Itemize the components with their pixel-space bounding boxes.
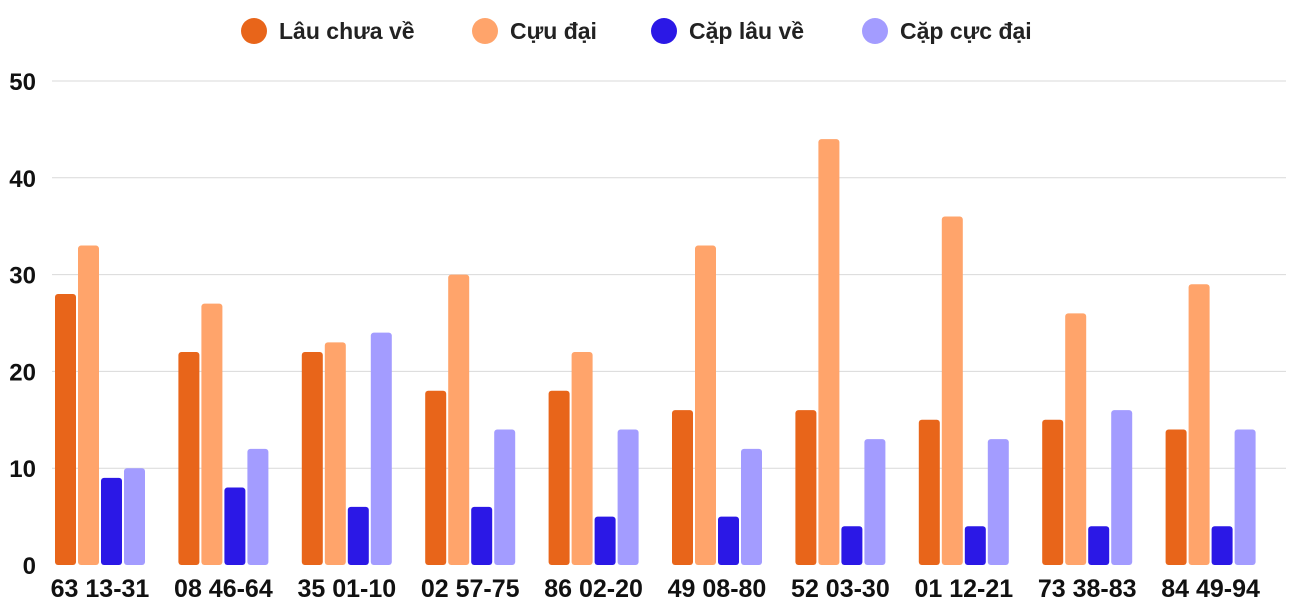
bar-1-10 bbox=[1165, 429, 1187, 565]
bar-2-8 bbox=[941, 216, 963, 565]
x-tick-label: 84 49-94 bbox=[1161, 575, 1260, 600]
bar-1-3 bbox=[301, 352, 323, 565]
bar-4-10 bbox=[1234, 429, 1256, 565]
x-tick-label: 02 57-75 bbox=[421, 575, 520, 600]
y-tick-label: 30 bbox=[9, 263, 36, 290]
bar-2-10 bbox=[1188, 284, 1210, 565]
bar-1-6 bbox=[672, 410, 693, 565]
x-tick-label: 73 38-83 bbox=[1038, 575, 1137, 600]
bar-4-7 bbox=[864, 439, 886, 565]
legend-label: Cựu đại bbox=[510, 18, 597, 44]
bar-3-1 bbox=[101, 477, 122, 565]
y-axis-ticks: 0 10 20 30 40 50 bbox=[9, 69, 36, 580]
bar-4-3 bbox=[370, 332, 392, 565]
y-tick-label: 20 bbox=[9, 359, 36, 386]
legend-swatch bbox=[862, 18, 888, 44]
bar-2-9 bbox=[1065, 313, 1087, 565]
gridlines bbox=[52, 80, 1286, 469]
bar-4-9 bbox=[1111, 410, 1133, 565]
bar-2-2 bbox=[201, 303, 223, 565]
bar-2-4 bbox=[448, 274, 470, 565]
bar-4-6 bbox=[741, 448, 762, 565]
legend-swatch bbox=[472, 18, 498, 44]
x-tick-label: 86 02-20 bbox=[544, 575, 643, 600]
bars bbox=[55, 139, 1256, 565]
bar-1-5 bbox=[548, 390, 570, 565]
bar-3-9 bbox=[1088, 526, 1110, 565]
y-tick-label: 50 bbox=[9, 69, 36, 96]
bar-2-5 bbox=[571, 352, 593, 565]
legend-label: Lâu chưa về bbox=[279, 18, 415, 44]
bar-1-4 bbox=[425, 390, 447, 565]
legend: Lâu chưa về Cựu đại Cặp lâu về Cặp cực đại bbox=[241, 18, 1032, 44]
bar-3-2 bbox=[224, 487, 246, 565]
y-tick-label: 0 bbox=[23, 553, 36, 580]
bar-1-2 bbox=[178, 352, 200, 565]
bar-4-5 bbox=[617, 429, 639, 565]
x-axis-labels: 63 13-31 08 46-64 35 01-10 02 57-75 86 02-20… bbox=[51, 575, 1260, 600]
bar-3-10 bbox=[1211, 526, 1233, 565]
bar-4-4 bbox=[494, 429, 516, 565]
legend-item-1: Lâu chưa về bbox=[241, 18, 415, 44]
bar-4-8 bbox=[987, 439, 1009, 565]
x-tick-label: 52 03-30 bbox=[791, 575, 890, 600]
x-tick-label: 49 08-80 bbox=[668, 575, 767, 600]
bar-1-8 bbox=[918, 419, 940, 565]
x-tick-label: 08 46-64 bbox=[174, 575, 273, 600]
bar-2-1 bbox=[78, 245, 99, 565]
x-tick-label: 35 01-10 bbox=[297, 575, 396, 600]
y-tick-label: 10 bbox=[9, 456, 36, 483]
legend-item-3: Cặp lâu về bbox=[651, 18, 804, 44]
x-tick-label: 01 12-21 bbox=[914, 575, 1013, 600]
bar-3-3 bbox=[347, 506, 369, 565]
bar-3-4 bbox=[471, 506, 493, 565]
bar-2-3 bbox=[324, 342, 346, 565]
legend-label: Cặp lâu về bbox=[689, 18, 804, 44]
y-tick-label: 40 bbox=[9, 166, 36, 193]
bar-1-7 bbox=[795, 410, 817, 565]
legend-swatch bbox=[241, 18, 267, 44]
legend-swatch bbox=[651, 18, 677, 44]
x-tick-label: 63 13-31 bbox=[51, 575, 150, 600]
bar-3-6 bbox=[718, 516, 739, 565]
bar-1-1 bbox=[55, 293, 76, 565]
bar-3-5 bbox=[594, 516, 616, 565]
legend-item-4: Cặp cực đại bbox=[862, 18, 1032, 44]
bar-3-7 bbox=[841, 526, 863, 565]
bar-4-1 bbox=[124, 468, 145, 565]
legend-item-2: Cựu đại bbox=[472, 18, 597, 44]
bar-2-6 bbox=[695, 245, 716, 565]
bar-3-8 bbox=[964, 526, 986, 565]
bar-2-7 bbox=[818, 139, 840, 565]
bar-1-9 bbox=[1042, 419, 1064, 565]
legend-label: Cặp cực đại bbox=[900, 18, 1032, 44]
bar-4-2 bbox=[247, 448, 269, 565]
